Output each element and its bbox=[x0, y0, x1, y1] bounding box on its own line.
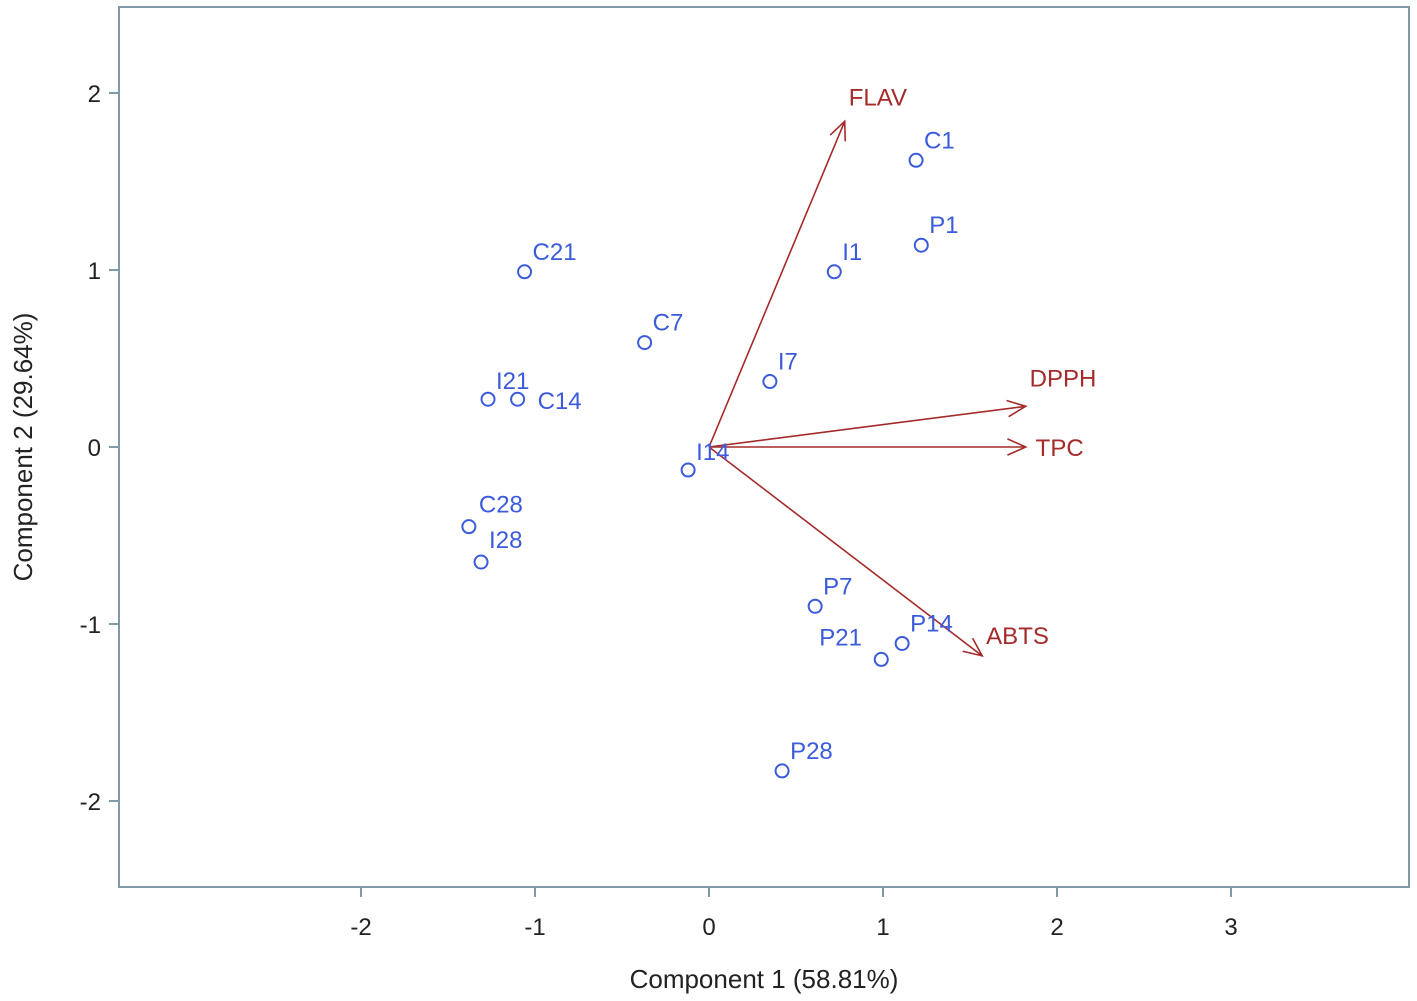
point-i14: I14 bbox=[680, 439, 729, 478]
vector-label: ABTS bbox=[986, 623, 1049, 650]
vector-line bbox=[708, 121, 846, 448]
point-label: I1 bbox=[842, 239, 862, 266]
point-marker bbox=[637, 335, 653, 351]
point-label: C1 bbox=[924, 127, 955, 154]
point-marker bbox=[873, 651, 889, 667]
point-marker bbox=[480, 391, 496, 407]
vector-label: TPC bbox=[1036, 435, 1084, 462]
y-tick-label: -1 bbox=[80, 612, 101, 639]
point-label: C7 bbox=[653, 310, 684, 337]
x-tick-label: -1 bbox=[524, 914, 545, 941]
point-marker bbox=[762, 374, 778, 390]
point-label: C21 bbox=[533, 239, 577, 266]
point-label: P28 bbox=[790, 738, 833, 765]
point-i7: I7 bbox=[762, 349, 798, 390]
y-tick-label: 2 bbox=[88, 81, 101, 108]
point-p7: P7 bbox=[807, 573, 852, 614]
y-tick-label: -2 bbox=[80, 789, 101, 816]
vector-arrowhead bbox=[1007, 438, 1028, 456]
point-marker bbox=[913, 237, 929, 253]
point-marker bbox=[807, 598, 823, 614]
loading-vector-abts: ABTS bbox=[708, 446, 1049, 658]
point-p21: P21 bbox=[819, 624, 889, 667]
point-marker bbox=[774, 763, 790, 779]
point-c14: C14 bbox=[510, 388, 582, 415]
point-label: I7 bbox=[778, 349, 798, 376]
vector-line bbox=[708, 405, 1026, 448]
score-points: C1 P1 I1 C21 C7 I7 I21 C14 I14 C28 I28 P7 P14 P21 P28 bbox=[461, 127, 959, 779]
vector-label: DPPH bbox=[1030, 365, 1097, 392]
x-tick-label: 1 bbox=[876, 914, 889, 941]
x-axis-title: Component 1 (58.81%) bbox=[630, 964, 899, 994]
x-axis: -2 -1 0 1 2 3 bbox=[350, 887, 1238, 941]
point-label: I14 bbox=[696, 439, 729, 466]
point-marker bbox=[894, 635, 910, 651]
point-marker bbox=[680, 462, 696, 478]
point-p14: P14 bbox=[894, 610, 953, 651]
x-tick-label: 3 bbox=[1224, 914, 1237, 941]
x-tick-label: 0 bbox=[702, 914, 715, 941]
point-i1: I1 bbox=[826, 239, 862, 280]
y-axis-title: Component 2 (29.64%) bbox=[8, 313, 38, 582]
point-label: P7 bbox=[823, 573, 852, 600]
point-marker bbox=[510, 391, 526, 407]
point-i21: I21 bbox=[480, 368, 529, 407]
vector-label: FLAV bbox=[849, 84, 907, 111]
point-label: C28 bbox=[479, 492, 523, 519]
point-marker bbox=[908, 152, 924, 168]
vector-line bbox=[708, 446, 983, 657]
point-c21: C21 bbox=[517, 239, 577, 280]
vector-arrowhead bbox=[829, 119, 847, 142]
point-c7: C7 bbox=[637, 310, 684, 351]
point-label: P1 bbox=[929, 212, 958, 239]
point-label: I28 bbox=[489, 527, 522, 554]
vector-arrowhead bbox=[1006, 399, 1028, 418]
point-c28: C28 bbox=[461, 492, 523, 535]
loading-vector-tpc: TPC bbox=[709, 435, 1084, 462]
loading-vector-flav: FLAV bbox=[708, 84, 907, 448]
point-marker bbox=[461, 519, 477, 535]
point-c1: C1 bbox=[908, 127, 955, 168]
point-i28: I28 bbox=[473, 527, 522, 570]
point-label: P21 bbox=[819, 624, 862, 651]
y-tick-label: 0 bbox=[88, 435, 101, 462]
y-axis: -2 -1 0 1 2 bbox=[80, 81, 119, 816]
x-tick-label: 2 bbox=[1050, 914, 1063, 941]
point-label: I21 bbox=[496, 368, 529, 395]
point-p28: P28 bbox=[774, 738, 833, 779]
point-marker bbox=[826, 264, 842, 280]
loading-vector-dpph: DPPH bbox=[708, 365, 1097, 448]
vector-arrowhead bbox=[962, 637, 984, 658]
point-label: P14 bbox=[910, 610, 953, 637]
point-label: C14 bbox=[538, 388, 582, 415]
y-tick-label: 1 bbox=[88, 258, 101, 285]
loading-vectors: FLAV DPPH TPC ABTS bbox=[708, 84, 1097, 658]
point-p1: P1 bbox=[913, 212, 959, 253]
point-marker bbox=[473, 554, 489, 570]
point-marker bbox=[517, 264, 533, 280]
x-tick-label: -2 bbox=[350, 914, 371, 941]
